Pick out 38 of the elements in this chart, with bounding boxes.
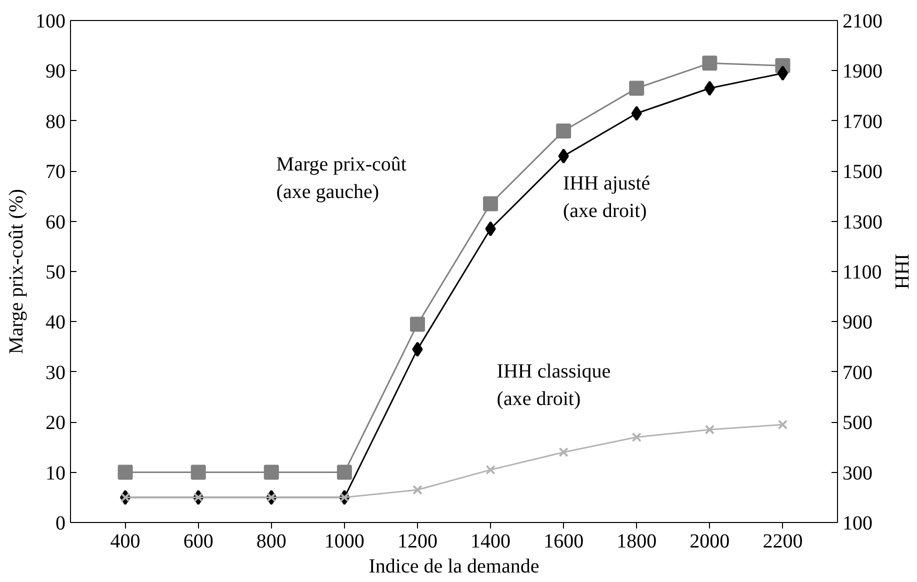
y-tick-label: 60 <box>46 211 66 234</box>
y-tick-label: 70 <box>46 161 66 184</box>
y2-axis-title: IHH <box>890 254 912 290</box>
y2-tick-label: 1700 <box>842 110 882 133</box>
annotation: IHH classique (axe droit) <box>496 360 611 410</box>
x-tick-label: 600 <box>183 530 214 552</box>
y2-tick-label: 1900 <box>842 60 882 83</box>
x-tick-label: 1800 <box>616 530 657 552</box>
y2-tick-label: 1300 <box>842 211 882 234</box>
x-tick-label: 2000 <box>690 530 730 552</box>
y-tick-label: 90 <box>46 60 66 83</box>
y-tick-label: 50 <box>46 262 66 284</box>
x-axis-title: Indice de la demande <box>368 556 540 578</box>
y2-tick-label: 700 <box>842 362 872 384</box>
x-tick-label: 1000 <box>324 530 364 552</box>
y-tick-label: 0 <box>56 512 66 534</box>
y-tick-label: 10 <box>46 462 66 484</box>
y2-tick-label: 1500 <box>842 161 882 184</box>
y-tick-label: 80 <box>46 110 66 133</box>
y2-tick-label: 100 <box>842 512 872 534</box>
y2-tick-label: 900 <box>842 312 872 334</box>
y2-tick-label: 1100 <box>842 262 882 284</box>
x-tick-label: 2200 <box>762 530 803 552</box>
y-axis-title: Marge prix-coût (%) <box>6 188 28 354</box>
x-tick-label: 1200 <box>397 530 438 552</box>
y-tick-label: 20 <box>46 412 66 434</box>
x-tick-label: 1400 <box>470 530 511 552</box>
y2-tick-label: 2100 <box>842 10 882 32</box>
x-tick-label: 1600 <box>544 530 584 552</box>
y-tick-label: 30 <box>46 362 66 384</box>
x-tick-label: 800 <box>256 530 286 552</box>
annotation: IHH ajusté (axe droit) <box>562 172 650 222</box>
y2-tick-label: 500 <box>842 412 872 434</box>
annotation: Marge prix-coût (axe gauche) <box>276 154 407 203</box>
y-tick-label: 100 <box>36 10 66 32</box>
y-tick-label: 40 <box>46 312 66 334</box>
x-tick-label: 400 <box>110 530 140 552</box>
y2-tick-label: 300 <box>842 462 872 484</box>
